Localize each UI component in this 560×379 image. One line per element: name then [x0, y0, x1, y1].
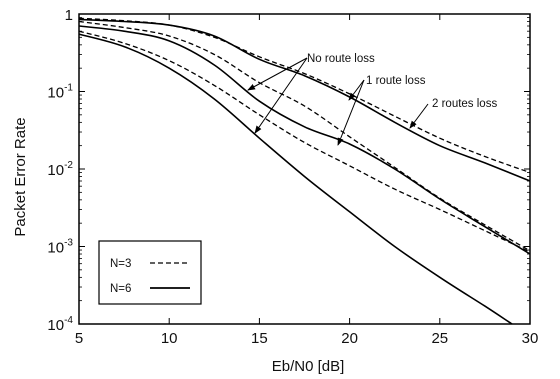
legend-label: N=6	[110, 283, 131, 295]
y-tick-label: 10-1	[47, 83, 73, 102]
annotation-arrow	[348, 79, 365, 101]
curves	[78, 17, 531, 325]
annotation-arrow	[254, 57, 308, 134]
curve-n6-2-route-loss	[78, 18, 531, 182]
curve-n6-0-route-loss	[78, 33, 513, 325]
annotation-label: 1 route loss	[366, 75, 426, 87]
annotation-label: 2 routes loss	[432, 98, 497, 110]
x-tick-label: 10	[161, 330, 178, 347]
y-tick-label: 10-4	[47, 315, 73, 334]
curve-n6-1-route-loss	[78, 25, 531, 255]
annotation-label: No route loss	[307, 53, 375, 65]
y-tick-label: 10-2	[47, 160, 73, 179]
y-tick-label: 1	[65, 7, 73, 24]
legend: N=3 N=6	[98, 240, 202, 305]
x-tick-label: 30	[522, 330, 539, 347]
x-tick-label: 5	[75, 330, 83, 347]
y-axis-title: Packet Error Rate	[12, 117, 29, 236]
x-tick-label: 15	[251, 330, 268, 347]
annotations: No route loss 1 route loss 2 routes loss	[247, 53, 497, 146]
annotation-arrow	[337, 79, 365, 146]
axis-ticks: 5 10 15 20 25 30 1 10-1 10-2 10-3 10-4	[47, 7, 538, 347]
legend-label: N=3	[110, 258, 131, 270]
curve-n3-0-route-loss	[78, 30, 531, 253]
y-tick-label: 10-3	[47, 238, 73, 257]
annotation-arrow	[247, 57, 308, 91]
curve-n3-1-route-loss	[78, 20, 531, 252]
x-axis-title: Eb/N0 [dB]	[272, 358, 345, 375]
x-tick-label: 20	[341, 330, 358, 347]
x-tick-label: 25	[431, 330, 448, 347]
annotation-arrow	[409, 103, 429, 129]
curve-n3-2-route-loss	[78, 17, 531, 174]
legend-box	[98, 240, 202, 305]
